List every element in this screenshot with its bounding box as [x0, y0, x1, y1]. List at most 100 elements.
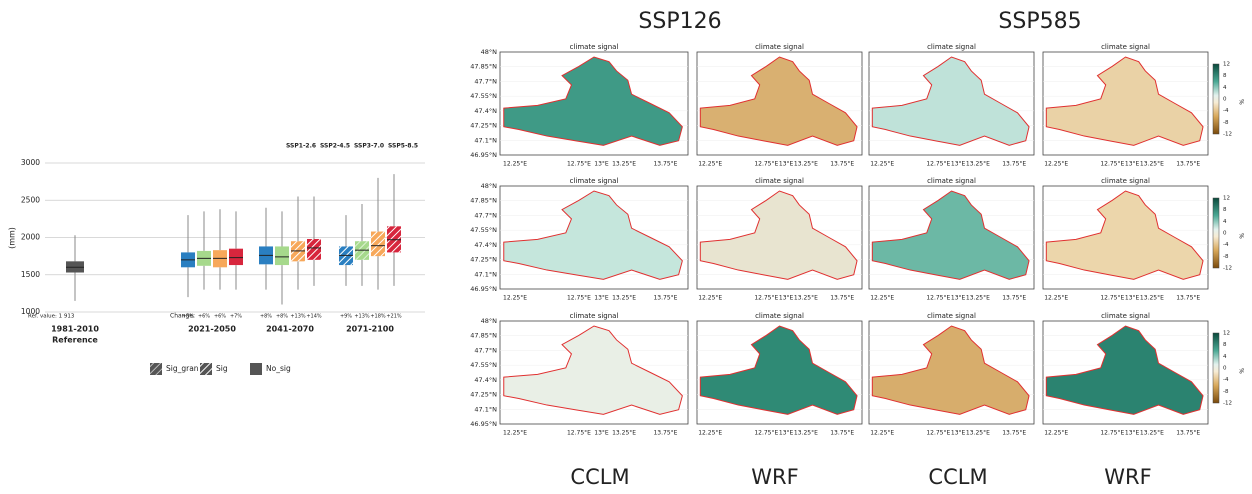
- lon-tick-label: 12.25°E: [698, 295, 722, 302]
- legend-label: No_sig: [266, 364, 291, 373]
- change-value: +8%: [260, 314, 272, 320]
- lon-tick-label: 12.25°E: [1044, 295, 1068, 302]
- model-label: WRF: [1104, 465, 1151, 489]
- lon-tick-label: 13°E: [594, 161, 609, 168]
- lon-tick-label: 13.25°E: [966, 430, 990, 437]
- lon-tick-label: 13.75°E: [830, 430, 854, 437]
- y-axis-label: (mm): [8, 227, 17, 249]
- colorbar-tick-label: -8: [1223, 120, 1229, 126]
- lon-tick-label: 12.25°E: [870, 430, 894, 437]
- colorbar-tick-label: -4: [1223, 108, 1229, 114]
- panel-title: climate signal: [927, 177, 976, 185]
- lon-tick-label: 13°E: [1125, 295, 1140, 302]
- panel-title: climate signal: [755, 177, 804, 185]
- colorbar-unit: %: [1238, 368, 1245, 374]
- lon-tick-label: 13°E: [779, 161, 794, 168]
- change-value: +13%: [354, 314, 370, 320]
- lon-tick-label: 12.75°E: [1100, 430, 1124, 437]
- change-value: +7%: [230, 314, 242, 320]
- lat-tick-label: 47.4°N: [474, 376, 497, 384]
- lon-tick-label: 12.75°E: [926, 161, 950, 168]
- change-label: Change:: [170, 313, 195, 320]
- colorbar: [1212, 332, 1220, 404]
- lat-tick-label: 46.95°N: [470, 285, 497, 293]
- box-hatch: [371, 231, 385, 257]
- lon-tick-label: 13.75°E: [1176, 161, 1200, 168]
- lon-tick-label: 12.75°E: [926, 295, 950, 302]
- lon-tick-label: 12.25°E: [870, 295, 894, 302]
- lon-tick-label: 13.25°E: [966, 161, 990, 168]
- lon-tick-label: 13°E: [779, 430, 794, 437]
- lon-tick-label: 13.25°E: [612, 295, 636, 302]
- region-shape: [503, 190, 683, 280]
- region-shape: [871, 56, 1030, 146]
- lon-tick-label: 13.75°E: [830, 161, 854, 168]
- region-shape: [871, 190, 1030, 280]
- lon-tick-label: 13°E: [951, 430, 966, 437]
- colorbar-tick-label: 8: [1223, 207, 1227, 213]
- lon-tick-label: 13.75°E: [653, 161, 677, 168]
- lon-tick-label: 13.75°E: [830, 295, 854, 302]
- lat-tick-label: 46.95°N: [470, 420, 497, 428]
- lon-tick-label: 13.75°E: [1002, 161, 1026, 168]
- lon-tick-label: 13°E: [1125, 430, 1140, 437]
- lon-tick-label: 12.75°E: [1100, 161, 1124, 168]
- region-shape: [503, 56, 683, 146]
- lon-tick-label: 13.25°E: [1140, 295, 1164, 302]
- lon-tick-label: 12.75°E: [567, 430, 591, 437]
- y-tick-label: 2000: [21, 233, 40, 242]
- region-shape: [1045, 56, 1204, 146]
- colorbar-tick-label: 12: [1223, 331, 1230, 337]
- region-shape: [871, 325, 1030, 415]
- panel-title: climate signal: [1101, 312, 1150, 320]
- lon-tick-label: 13.25°E: [794, 430, 818, 437]
- region-shape: [699, 190, 858, 280]
- lon-tick-label: 12.25°E: [1044, 430, 1068, 437]
- lat-tick-label: 47.85°N: [470, 197, 497, 205]
- region-shape: [1045, 190, 1204, 280]
- change-value: +8%: [276, 314, 288, 320]
- lon-tick-label: 13.75°E: [1176, 295, 1200, 302]
- lon-tick-label: 12.25°E: [698, 161, 722, 168]
- change-value: +14%: [306, 314, 322, 320]
- legend-key-hatch: [150, 363, 162, 375]
- lon-tick-label: 12.75°E: [567, 295, 591, 302]
- region-shape: [699, 325, 858, 415]
- lon-tick-label: 12.25°E: [1044, 161, 1068, 168]
- lat-tick-label: 47.1°N: [474, 405, 497, 413]
- lon-tick-label: 13.25°E: [794, 295, 818, 302]
- lat-tick-label: 47.7°N: [474, 346, 497, 354]
- panel-title: climate signal: [755, 43, 804, 51]
- lon-tick-label: 13.75°E: [653, 295, 677, 302]
- lon-tick-label: 13°E: [779, 295, 794, 302]
- lon-tick-label: 12.75°E: [1100, 295, 1124, 302]
- lat-tick-label: 47.4°N: [474, 107, 497, 115]
- colorbar-tick-label: -12: [1223, 401, 1232, 407]
- lat-tick-label: 48°N: [481, 317, 498, 325]
- lon-tick-label: 12.25°E: [698, 430, 722, 437]
- colorbar-tick-label: 12: [1223, 62, 1230, 68]
- lat-tick-label: 47.55°N: [470, 92, 497, 100]
- model-label: CCLM: [570, 465, 629, 489]
- colorbar-tick-label: 4: [1223, 85, 1227, 91]
- lon-tick-label: 13.25°E: [1140, 161, 1164, 168]
- change-value: +6%: [198, 314, 210, 320]
- lon-tick-label: 13.75°E: [1002, 430, 1026, 437]
- lat-tick-label: 47.25°N: [470, 122, 497, 130]
- y-tick-label: 1500: [21, 270, 40, 279]
- scenario-header: SSP126: [638, 9, 721, 34]
- lat-tick-label: 47.55°N: [470, 361, 497, 369]
- legend-label: SSP3-7.0: [354, 143, 384, 150]
- box-hatch: [307, 238, 321, 260]
- change-value: +13%: [290, 314, 306, 320]
- y-tick-label: 3000: [21, 158, 40, 167]
- lat-tick-label: 47.25°N: [470, 391, 497, 399]
- colorbar-tick-label: 0: [1223, 231, 1227, 237]
- legend-label: SSP2-4.5: [320, 143, 350, 150]
- reference-category: 1981-2010: [51, 325, 99, 334]
- lat-tick-label: 46.95°N: [470, 151, 497, 159]
- colorbar-tick-label: 4: [1223, 219, 1227, 225]
- colorbar-tick-label: 8: [1223, 73, 1227, 79]
- colorbar-tick-label: 0: [1223, 97, 1227, 103]
